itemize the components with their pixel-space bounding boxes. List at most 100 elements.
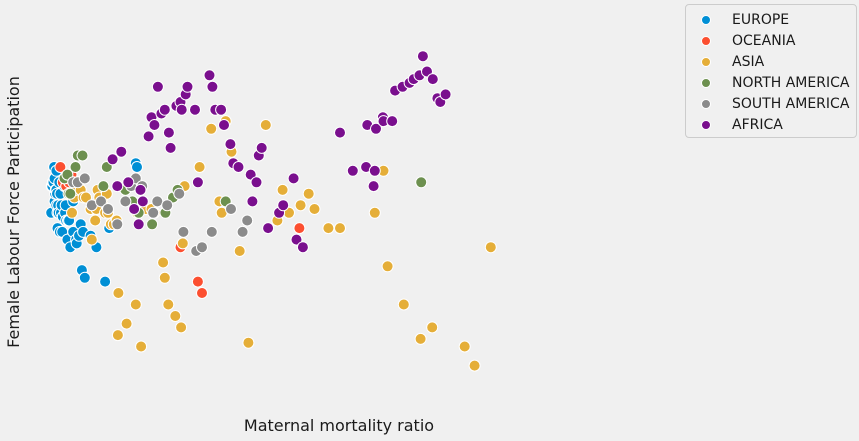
point-africa-22 [191, 176, 204, 189]
point-africa-59 [426, 73, 439, 86]
point-asia-9 [85, 233, 98, 246]
point-africa-38 [277, 199, 290, 212]
point-africa-47 [368, 164, 381, 177]
point-africa-33 [250, 176, 263, 189]
legend-label-asia: ASIA [732, 53, 765, 70]
legend-item-asia: ASIA [686, 51, 764, 72]
point-africa-39 [287, 172, 300, 185]
point-asia-30 [157, 256, 170, 269]
point-north-america-3 [64, 187, 77, 200]
point-africa-36 [262, 222, 275, 235]
point-africa-18 [175, 103, 188, 116]
point-africa-1 [111, 180, 124, 193]
point-asia-44 [242, 336, 255, 349]
point-asia-56 [381, 260, 394, 273]
point-asia-22 [112, 287, 125, 299]
y-axis-label: Female Labour Force Participation [4, 76, 23, 348]
point-asia-37 [193, 161, 206, 173]
point-asia-58 [414, 332, 427, 345]
point-south-america-12 [151, 195, 164, 208]
point-south-america-5 [102, 203, 114, 215]
point-asia-51 [308, 203, 321, 215]
point-africa-43 [346, 164, 359, 177]
point-africa-42 [334, 126, 346, 139]
point-asia-50 [302, 187, 315, 200]
legend-label-south-america: SOUTH AMERICA [732, 95, 850, 112]
legend-label-africa: AFRICA [732, 116, 783, 133]
point-africa-23 [203, 69, 216, 82]
point-asia-10 [89, 214, 102, 227]
point-south-america-6 [111, 218, 124, 231]
point-asia-49 [294, 199, 307, 212]
point-africa-6 [134, 183, 147, 196]
legend-marker-africa [701, 119, 711, 130]
point-asia-0 [66, 206, 78, 219]
point-africa-26 [215, 103, 228, 116]
point-africa-7 [136, 195, 149, 208]
point-africa-51 [386, 115, 399, 128]
point-asia-52 [322, 222, 335, 235]
point-africa-48 [370, 122, 382, 135]
point-africa-62 [439, 88, 452, 101]
point-africa-28 [224, 138, 237, 151]
legend-item-north-america: NORTH AMERICA [686, 72, 849, 93]
point-asia-23 [120, 317, 133, 330]
legend-marker-europe [701, 14, 711, 25]
point-europe-48 [131, 161, 143, 173]
point-north-america-17 [415, 176, 428, 189]
point-asia-60 [458, 340, 471, 353]
point-africa-21 [189, 103, 201, 116]
point-asia-62 [484, 241, 497, 254]
point-asia-24 [129, 298, 142, 311]
point-south-america-4 [95, 195, 107, 208]
point-south-america-18 [205, 225, 218, 238]
point-africa-41 [296, 241, 309, 254]
point-south-america-20 [236, 225, 249, 238]
point-oceania-0 [54, 161, 67, 173]
point-south-america-15 [177, 225, 190, 238]
legend-marker-south-america [701, 98, 711, 109]
point-south-america-14 [173, 187, 186, 200]
point-africa-30 [232, 161, 245, 173]
point-africa-14 [162, 126, 175, 139]
point-asia-38 [205, 122, 218, 135]
point-oceania-9 [293, 222, 306, 235]
legend-item-south-america: SOUTH AMERICA [686, 93, 849, 114]
point-south-america-2 [78, 172, 91, 185]
point-africa-3 [122, 176, 135, 189]
point-asia-54 [368, 206, 381, 219]
x-axis-label: Maternal mortality ratio [244, 416, 434, 435]
point-europe-45 [99, 275, 112, 288]
point-north-america-6 [76, 149, 89, 162]
point-asia-33 [169, 310, 182, 322]
point-africa-24 [206, 80, 219, 93]
point-asia-47 [276, 183, 289, 196]
point-europe-41 [78, 271, 91, 284]
point-asia-26 [135, 340, 148, 353]
legend-item-africa: AFRICA [686, 114, 783, 135]
point-africa-46 [367, 180, 380, 193]
point-south-america-19 [225, 203, 237, 215]
point-africa-27 [218, 119, 230, 131]
point-asia-34 [175, 321, 188, 334]
point-asia-35 [176, 237, 189, 250]
point-south-america-13 [161, 199, 174, 212]
point-asia-59 [426, 321, 439, 334]
point-africa-11 [151, 80, 164, 93]
point-oceania-8 [196, 287, 208, 299]
point-asia-32 [162, 298, 175, 311]
point-asia-43 [233, 245, 246, 257]
point-oceania-7 [191, 275, 204, 288]
point-north-america-12 [146, 218, 159, 231]
point-africa-4 [128, 203, 141, 215]
point-africa-32 [246, 195, 259, 208]
point-africa-2 [115, 145, 128, 158]
point-south-america-17 [196, 241, 208, 254]
legend-label-europe: EUROPE [732, 11, 790, 28]
point-asia-53 [334, 222, 346, 235]
legend: EUROPE OCEANIA ASIA NORTH AMERICA SOUTH AMER… [685, 4, 857, 138]
point-africa-20 [181, 80, 194, 93]
point-south-america-11 [147, 206, 160, 219]
point-africa-0 [106, 153, 119, 166]
